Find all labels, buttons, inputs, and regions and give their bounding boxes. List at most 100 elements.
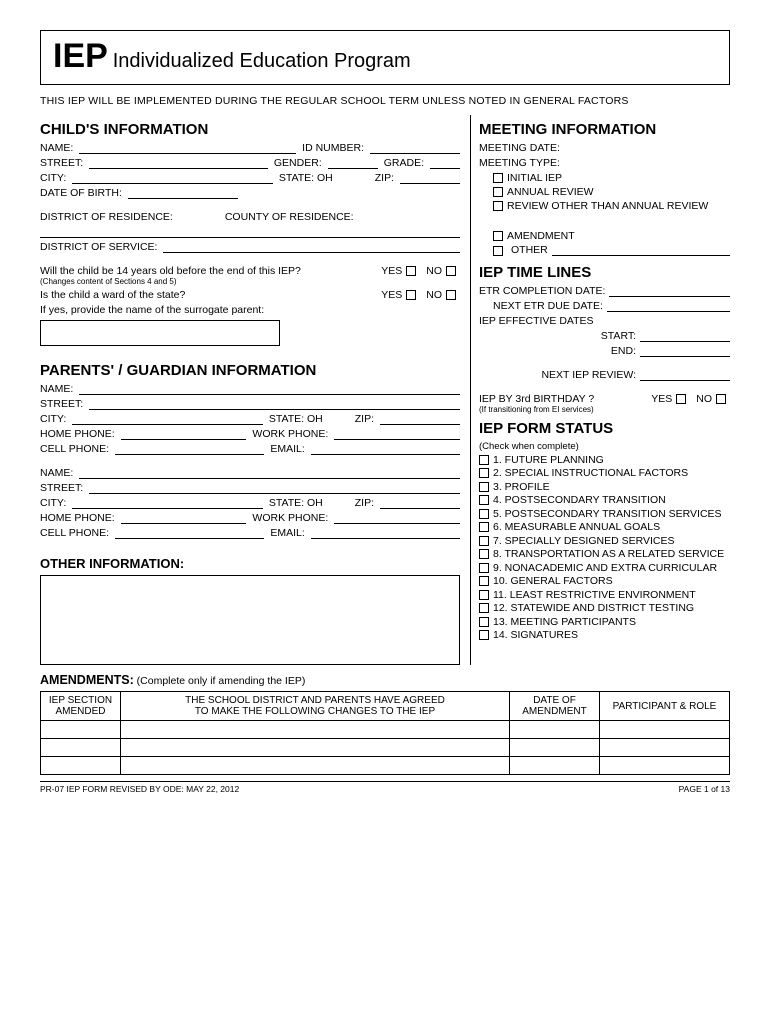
ward-no-checkbox[interactable] [446,290,456,300]
status-item: 3. PROFILE [479,481,730,493]
city-label: CITY: [40,172,66,184]
initial-iep-checkbox[interactable] [493,173,503,183]
other-checkbox[interactable] [493,246,503,256]
p2-zip-field[interactable] [380,497,460,509]
p1-city-label: CITY: [40,413,66,425]
idnum-field[interactable] [370,142,460,154]
p1-email-field[interactable] [311,443,460,455]
amend-col3a: DATE OF [533,695,576,706]
street-field[interactable] [89,157,268,169]
status-checkbox-14[interactable] [479,630,489,640]
p2-street-field[interactable] [89,482,460,494]
review-other-checkbox[interactable] [493,201,503,211]
status-checkbox-10[interactable] [479,576,489,586]
p1-cell-label: CELL PHONE: [40,443,109,455]
amend-row[interactable] [41,757,730,775]
status-label: 9. NONACADEMIC AND EXTRA CURRICULAR [493,562,717,574]
amend-row[interactable] [41,739,730,757]
status-checkbox-3[interactable] [479,482,489,492]
p2-email-field[interactable] [311,527,460,539]
ward-yes-checkbox[interactable] [406,290,416,300]
end-field[interactable] [640,345,730,357]
status-label: 6. MEASURABLE ANNUAL GOALS [493,521,660,533]
dos-field[interactable] [163,241,460,253]
status-label: 12. STATEWIDE AND DISTRICT TESTING [493,602,694,614]
p1-city-field[interactable] [72,413,263,425]
state-label: STATE: OH [279,172,333,184]
status-checkbox-1[interactable] [479,455,489,465]
by3-no-checkbox[interactable] [716,394,726,404]
p2-name-field[interactable] [79,467,460,479]
status-checkbox-13[interactable] [479,617,489,627]
meeting-type-label: MEETING TYPE: [479,157,560,169]
amend-sub: (Complete only if amending the IEP) [137,675,306,687]
amend-col4: PARTICIPANT & ROLE [613,701,717,712]
nextetr-field[interactable] [607,300,730,312]
status-checkbox-8[interactable] [479,549,489,559]
dor-label: DISTRICT OF RESIDENCE: [40,211,173,223]
timelines-header: IEP TIME LINES [479,264,730,281]
p1-street-field[interactable] [89,398,460,410]
status-checkbox-4[interactable] [479,495,489,505]
etr-field[interactable] [609,285,730,297]
status-label: 5. POSTSECONDARY TRANSITION SERVICES [493,508,722,520]
p1-home-field[interactable] [121,428,247,440]
other-label: OTHER [511,244,548,256]
status-item: 2. SPECIAL INSTRUCTIONAL FACTORS [479,467,730,479]
status-item: 14. SIGNATURES [479,629,730,641]
p2-home-label: HOME PHONE: [40,512,115,524]
status-item: 8. TRANSPORTATION AS A RELATED SERVICE [479,548,730,560]
p1-name-field[interactable] [79,383,460,395]
p2-work-field[interactable] [334,512,460,524]
zip-field[interactable] [400,172,460,184]
q14-no-checkbox[interactable] [446,266,456,276]
p2-city-field[interactable] [72,497,263,509]
other-header: OTHER INFORMATION: [40,556,460,571]
dob-field[interactable] [128,187,238,199]
p1-zip-label: ZIP: [355,413,374,425]
annual-review-checkbox[interactable] [493,187,503,197]
nextrev-field[interactable] [640,369,730,381]
other-field[interactable] [40,575,460,665]
status-checkbox-11[interactable] [479,590,489,600]
status-item: 9. NONACADEMIC AND EXTRA CURRICULAR [479,562,730,574]
grade-label: GRADE: [384,157,424,169]
q14-yes-checkbox[interactable] [406,266,416,276]
status-label: 7. SPECIALLY DESIGNED SERVICES [493,535,675,547]
status-item: 7. SPECIALLY DESIGNED SERVICES [479,535,730,547]
amend-row[interactable] [41,721,730,739]
title-full: Individualized Education Program [113,50,411,73]
effdates-label: IEP EFFECTIVE DATES [479,315,594,327]
review-other-label: REVIEW OTHER THAN ANNUAL REVIEW [507,200,708,212]
amend-col1a: IEP SECTION [49,695,112,706]
p1-cell-field[interactable] [115,443,264,455]
grade-field[interactable] [430,157,460,169]
p2-home-field[interactable] [121,512,247,524]
start-label: START: [601,330,636,342]
status-checkbox-6[interactable] [479,522,489,532]
by3-yes-checkbox[interactable] [676,394,686,404]
name-label: NAME: [40,142,73,154]
p1-work-field[interactable] [334,428,460,440]
initial-iep-label: INITIAL IEP [507,172,562,184]
meeting-date-label: MEETING DATE: [479,142,560,154]
name-field[interactable] [79,142,296,154]
status-item: 10. GENERAL FACTORS [479,575,730,587]
p2-cell-field[interactable] [115,527,264,539]
amendment-checkbox[interactable] [493,231,503,241]
idnum-label: ID NUMBER: [302,142,364,154]
p1-zip-field[interactable] [380,413,460,425]
other-field-line[interactable] [552,244,730,256]
dos-label: DISTRICT OF SERVICE: [40,241,157,253]
start-field[interactable] [640,330,730,342]
surrogate-field[interactable] [40,320,280,346]
dor-field[interactable] [40,226,460,238]
status-checkbox-12[interactable] [479,603,489,613]
status-item: 1. FUTURE PLANNING [479,454,730,466]
status-checkbox-7[interactable] [479,536,489,546]
status-checkbox-2[interactable] [479,468,489,478]
status-checkbox-5[interactable] [479,509,489,519]
city-field[interactable] [72,172,273,184]
gender-field[interactable] [328,157,378,169]
status-checkbox-9[interactable] [479,563,489,573]
